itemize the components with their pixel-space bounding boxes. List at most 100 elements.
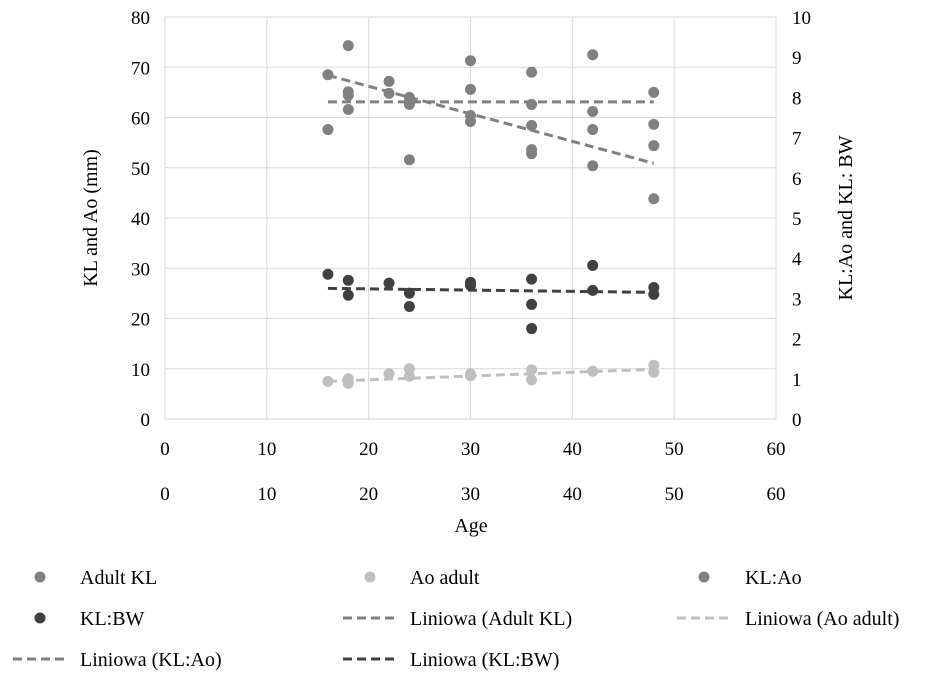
trendline-7 [327,286,654,294]
y-tick-label: 0 [141,410,151,431]
point-series-3-8 [526,273,538,285]
legend-label-6: Liniowa (KL:Ao) [80,649,222,671]
y2-tick-label: 7 [792,129,802,150]
y-tick-label: 70 [131,58,150,79]
y-tick-label: 50 [131,159,150,180]
point-series-2-7 [526,120,538,132]
y2-tick-label: 3 [792,289,802,310]
y2-tick-label: 0 [792,410,802,431]
point-series-2-15 [648,193,660,205]
legend-label-4: Liniowa (Adult KL) [410,608,572,630]
point-series-2-13 [648,118,660,130]
y-tick-label: 40 [131,209,150,230]
gridlines [164,16,777,419]
x2-tick-label: 50 [665,484,684,505]
x-axis-title: Age [454,515,487,537]
point-series-2-10 [587,105,599,117]
y2-tick-label: 4 [792,249,802,270]
point-series-1-2 [342,373,354,385]
point-series-2-11 [587,124,599,136]
point-series-3-10 [526,323,538,335]
legend-marker-3 [34,612,46,624]
legend-label-0: Adult KL [80,567,157,589]
y2-tick-label: 2 [792,330,802,351]
point-series-0-7 [465,55,476,67]
y2-tick-label: 10 [792,8,811,29]
point-series-0-11 [587,49,599,61]
point-series-2-12 [587,160,599,172]
point-series-3-2 [342,289,354,301]
y2-tick-label: 5 [792,209,802,230]
y2-axis-title: KL:Ao and KL: BW [835,135,857,300]
point-series-0-8 [465,83,476,95]
x-tick-label: 20 [359,439,378,460]
point-series-0-9 [526,66,538,78]
legend-label-5: Liniowa (Ao adult) [745,608,899,630]
point-series-3-3 [383,277,395,289]
trendline-6 [327,73,655,165]
legend-label-2: KL:Ao [745,567,802,589]
x-tick-label: 40 [563,439,582,460]
y-tick-label: 30 [131,259,150,280]
y2-tick-label: 8 [792,88,802,109]
point-series-3-1 [342,274,354,286]
point-series-0-12 [648,86,660,98]
point-series-0-10 [526,98,538,110]
y2-tick-label: 1 [792,370,802,391]
point-series-3-12 [587,284,599,296]
point-series-1-8 [526,374,538,386]
point-series-2-2 [342,89,354,101]
data-points [322,40,660,389]
x-tick-label: 60 [767,439,786,460]
legend: Adult KL Ao adult KL:Ao KL:BW Liniowa (Adult… [13,567,899,671]
legend-marker-2 [698,571,710,583]
x-tick-label: 10 [257,439,276,460]
legend-marker-0 [34,571,46,583]
y-tick-label: 20 [131,310,150,331]
x2-tick-label: 0 [160,484,170,505]
point-series-3-11 [587,259,599,271]
trendline-5 [327,367,654,383]
point-series-0-1 [342,40,354,52]
point-series-1-0 [322,375,334,387]
y2-tick-label: 6 [792,169,802,190]
point-series-1-4 [403,370,415,382]
point-series-1-3 [383,368,395,380]
trendlines [327,73,655,383]
legend-label-1: Ao adult [410,567,480,589]
point-series-3-14 [648,288,660,300]
x-tick-label: 0 [160,439,170,460]
point-series-3-9 [526,298,538,310]
x2-tick-label: 20 [359,484,378,505]
legend-label-3: KL:BW [80,608,145,630]
point-series-0-4 [383,87,395,99]
legend-marker-1 [364,571,376,583]
point-series-2-3 [403,154,415,166]
point-series-3-4 [403,287,415,299]
point-series-1-7 [465,368,476,380]
x-tick-label: 30 [461,439,480,460]
legend-label-7: Liniowa (KL:BW) [410,649,559,671]
x2-tick-label: 40 [563,484,582,505]
x-tick-label: 50 [665,439,684,460]
y2-tick-label: 9 [792,48,802,69]
point-series-1-9 [526,364,538,376]
x2-tick-label: 30 [461,484,480,505]
y-tick-label: 10 [131,360,150,381]
point-series-2-4 [403,95,415,107]
tick-labels: 0 10 20 30 40 50 600 10 20 30 40 50 6001020304050607… [131,8,811,505]
point-series-2-6 [465,109,476,121]
point-series-3-0 [322,268,334,280]
point-series-3-7 [465,280,476,292]
point-series-0-0 [322,69,334,81]
point-series-1-5 [403,363,415,375]
point-series-2-9 [526,148,538,160]
point-series-1-10 [587,365,599,377]
x2-tick-label: 60 [767,484,786,505]
point-series-2-0 [322,124,334,136]
point-series-2-14 [648,140,660,152]
x2-tick-label: 10 [257,484,276,505]
y-tick-label: 60 [131,109,150,130]
